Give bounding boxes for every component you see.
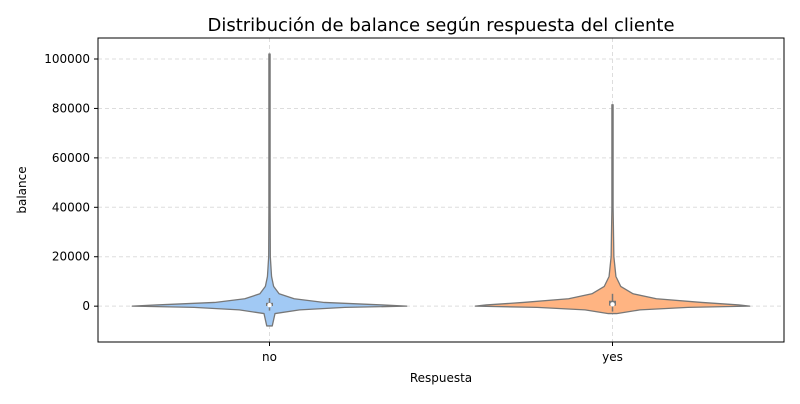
y-tick-label: 0 — [82, 299, 90, 313]
x-axis-label: Respuesta — [410, 371, 472, 385]
violins — [131, 53, 751, 327]
y-tick-label: 40000 — [52, 200, 90, 214]
y-axis-label: balance — [15, 166, 29, 213]
plot-frame — [97, 37, 785, 343]
chart-title: Distribución de balance según respuesta … — [207, 15, 674, 36]
y-tick-label: 80000 — [52, 101, 90, 115]
y-tick-label: 100000 — [44, 52, 90, 66]
x-tick-label: no — [262, 350, 277, 364]
median-no — [267, 302, 272, 308]
violin-yes — [474, 104, 751, 315]
gridlines — [98, 38, 784, 342]
y-tick-label: 20000 — [52, 250, 90, 264]
y-axis-ticks: 0 20000 40000 60000 80000 100000 — [44, 52, 98, 313]
x-axis-ticks: no yes — [262, 342, 623, 364]
x-tick-label: yes — [602, 350, 623, 364]
median-yes — [610, 302, 615, 307]
violin-no — [131, 53, 408, 327]
y-tick-label: 60000 — [52, 151, 90, 165]
